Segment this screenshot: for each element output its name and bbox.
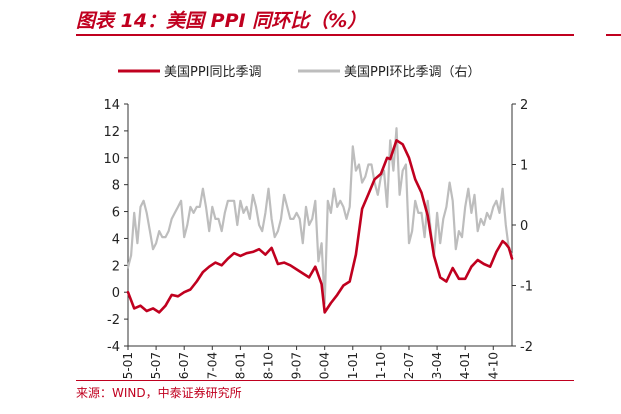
y-left-tick-label: 2 [112,259,120,274]
x-tick-label: 2015-01 [121,352,135,380]
x-tick-label: 2023-04 [430,352,444,380]
y-left-tick-label: 12 [103,125,120,140]
x-tick-label: 2017-04 [205,352,219,380]
y-left-tick-label: 6 [112,206,120,221]
chart-legend: 美国PPI同比季调 美国PPI环比季调（右） [118,65,481,80]
y-left-tick-label: -4 [107,340,120,355]
y-right-tick-label: -2 [520,340,533,355]
y-left-tick-label: 0 [112,286,120,301]
x-tick-label: 2016-07 [177,352,191,380]
x-tick-label: 2021-01 [346,352,360,380]
title-rule [76,34,574,36]
source-note: 来源：WIND，中泰证券研究所 [76,386,242,400]
y-left-tick-label: 14 [103,98,120,113]
figure-title: 图表 14：美国 PPI 同环比（%） [76,10,367,32]
x-tick-label: 2021-10 [374,352,388,380]
x-tick-label: 2024-10 [486,352,500,380]
y-right-tick-label: -1 [520,280,533,295]
y-left-tick-label: 8 [112,179,120,194]
x-tick-label: 2019-07 [290,352,304,380]
x-tick-label: 2020-04 [318,352,332,380]
x-tick-label: 2018-10 [261,352,275,380]
y-right-tick-label: 1 [520,159,528,174]
x-tick-label: 2015-07 [149,352,163,380]
x-tick-label: 2022-07 [402,352,416,380]
y-left-tick-label: 10 [103,152,120,167]
y-left-tick-label: 4 [112,232,120,247]
bottom-rule [76,380,574,381]
legend-label-ppi-yoy: 美国PPI同比季调 [164,65,262,80]
y-right-tick-label: 0 [520,219,528,234]
legend-label-ppi-mom: 美国PPI环比季调（右） [344,65,481,80]
ppi-chart: 美国PPI同比季调 美国PPI环比季调（右） -4-202468101214-2-… [103,65,533,380]
x-tick-label: 2024-01 [458,352,472,380]
y-left-tick-label: -2 [107,313,120,328]
x-tick-label: 2018-01 [233,352,247,380]
series-line-ppi-yoy [126,139,514,314]
y-right-tick-label: 2 [520,98,528,113]
chart-series [126,127,514,314]
title-rule-right [606,34,621,36]
figure-header: 图表 14：美国 PPI 同环比（%） [0,0,621,40]
series-line-ppi-mom [126,127,514,305]
